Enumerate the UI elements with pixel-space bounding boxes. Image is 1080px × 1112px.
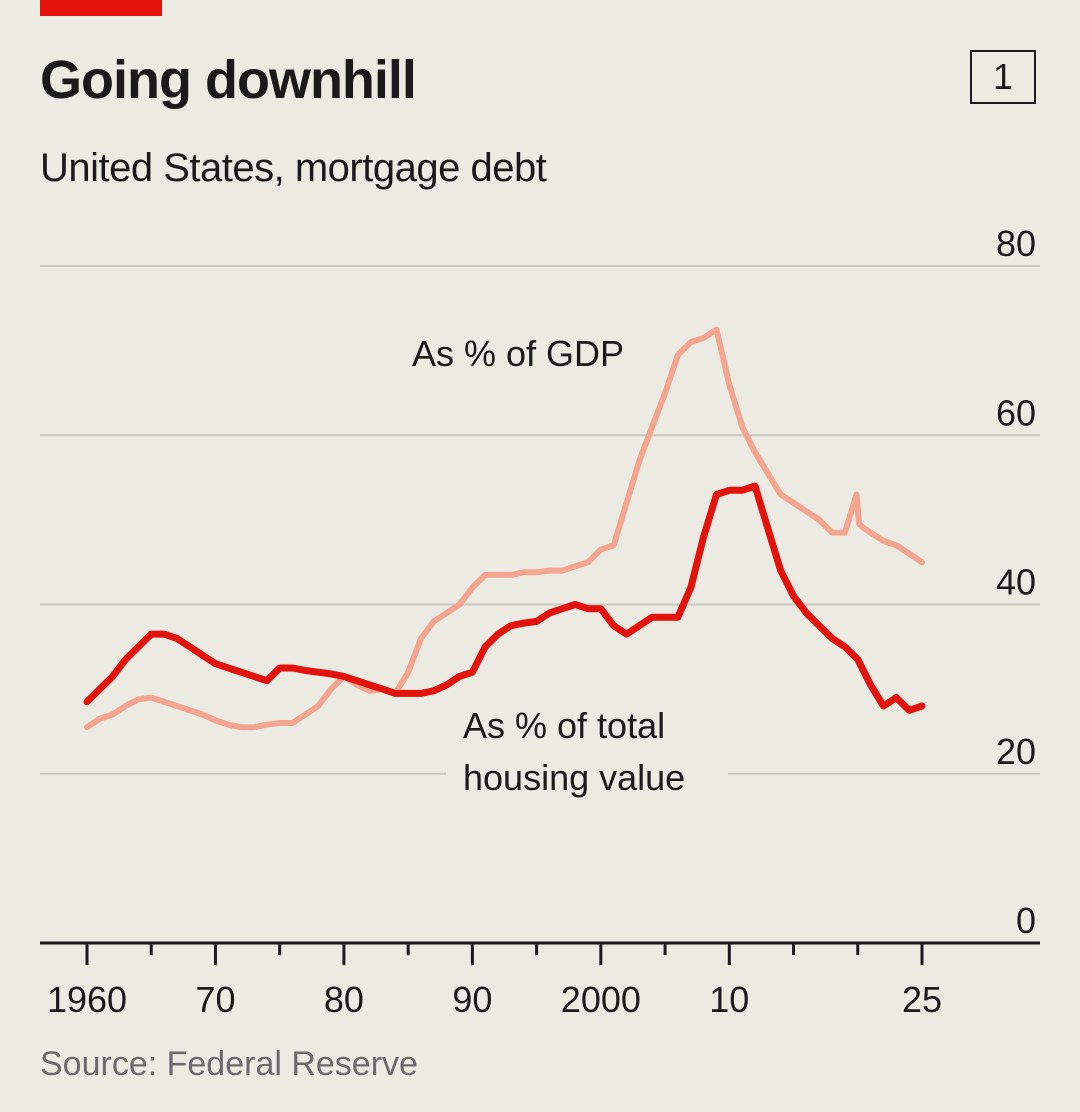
y-tick-label-0: 0 <box>1016 900 1036 941</box>
series-annotations: As % of GDP As % of total housing value <box>412 333 728 804</box>
annotation-gdp: As % of GDP <box>412 333 624 374</box>
x-tick-label-1960: 1960 <box>47 979 127 1020</box>
chart-subtitle: United States, mortgage debt <box>40 146 547 190</box>
series-lines <box>83 326 926 731</box>
x-tick-label-1980: 80 <box>324 979 364 1020</box>
x-tick-label-2000: 2000 <box>561 979 641 1020</box>
series-line-gdp <box>84 326 925 731</box>
y-tick-label-20: 20 <box>996 731 1036 772</box>
annotation-housing-line1: As % of total <box>463 705 665 746</box>
annotation-housing-background <box>446 700 728 804</box>
y-axis-labels: 0 20 40 60 80 <box>996 223 1036 941</box>
series-line-total-housing-value <box>83 482 926 714</box>
x-tick-label-1970: 70 <box>195 979 235 1020</box>
chart-number-badge: 1 <box>970 50 1036 104</box>
chart-title: Going downhill <box>40 50 417 110</box>
accent-bar <box>40 0 162 16</box>
y-tick-label-60: 60 <box>996 392 1036 433</box>
x-tick-label-2010: 10 <box>709 979 749 1020</box>
x-axis: 1960 70 80 90 2000 10 25 <box>40 941 1040 1020</box>
y-tick-label-40: 40 <box>996 562 1036 603</box>
annotation-housing-line2: housing value <box>463 757 685 798</box>
x-tick-label-1990: 90 <box>452 979 492 1020</box>
source-note: Source: Federal Reserve <box>40 1045 418 1083</box>
x-tick-label-2025: 25 <box>902 979 942 1020</box>
y-tick-label-80: 80 <box>996 223 1036 264</box>
